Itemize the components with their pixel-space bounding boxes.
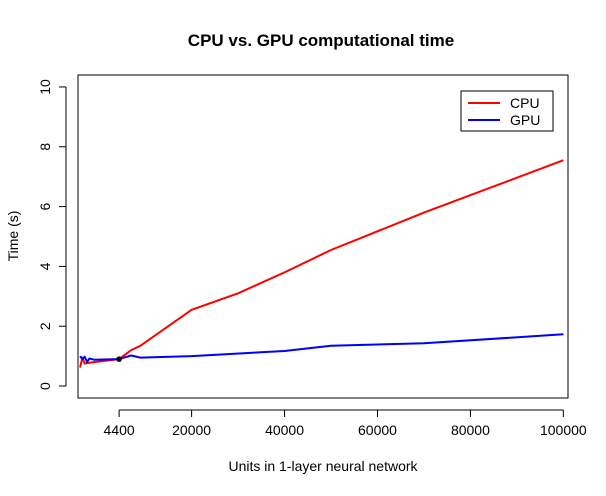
y-tick-label: 4 — [37, 262, 53, 270]
y-tick-label: 8 — [37, 143, 53, 151]
y-tick-label: 6 — [37, 202, 53, 210]
chart-title: CPU vs. GPU computational time — [188, 31, 454, 50]
highlight-point — [116, 356, 122, 362]
plot-frame — [77, 74, 569, 399]
legend-label-cpu: CPU — [510, 95, 540, 111]
series-layer — [79, 159, 564, 368]
series-gpu-line — [79, 333, 564, 364]
y-axis: 0 2 4 6 8 10 — [37, 79, 67, 390]
marker-layer — [116, 356, 122, 362]
x-axis: 4400 20000 40000 60000 80000 100000 — [104, 409, 587, 438]
y-tick-label: 2 — [37, 322, 53, 330]
legend-box — [460, 90, 554, 132]
x-tick-label: 100000 — [540, 422, 587, 438]
x-tick-label: 20000 — [172, 422, 211, 438]
series-cpu-line — [79, 159, 564, 368]
y-axis-title: Time (s) — [5, 211, 21, 262]
x-axis-title: Units in 1-layer neural network — [228, 458, 418, 474]
legend-label-gpu: GPU — [510, 112, 540, 128]
x-tick-label: 40000 — [265, 422, 304, 438]
x-tick-label: 4400 — [104, 422, 135, 438]
x-tick-label: 60000 — [358, 422, 397, 438]
y-tick-label: 10 — [37, 79, 53, 95]
x-tick-label: 80000 — [451, 422, 490, 438]
y-tick-label: 0 — [37, 382, 53, 390]
